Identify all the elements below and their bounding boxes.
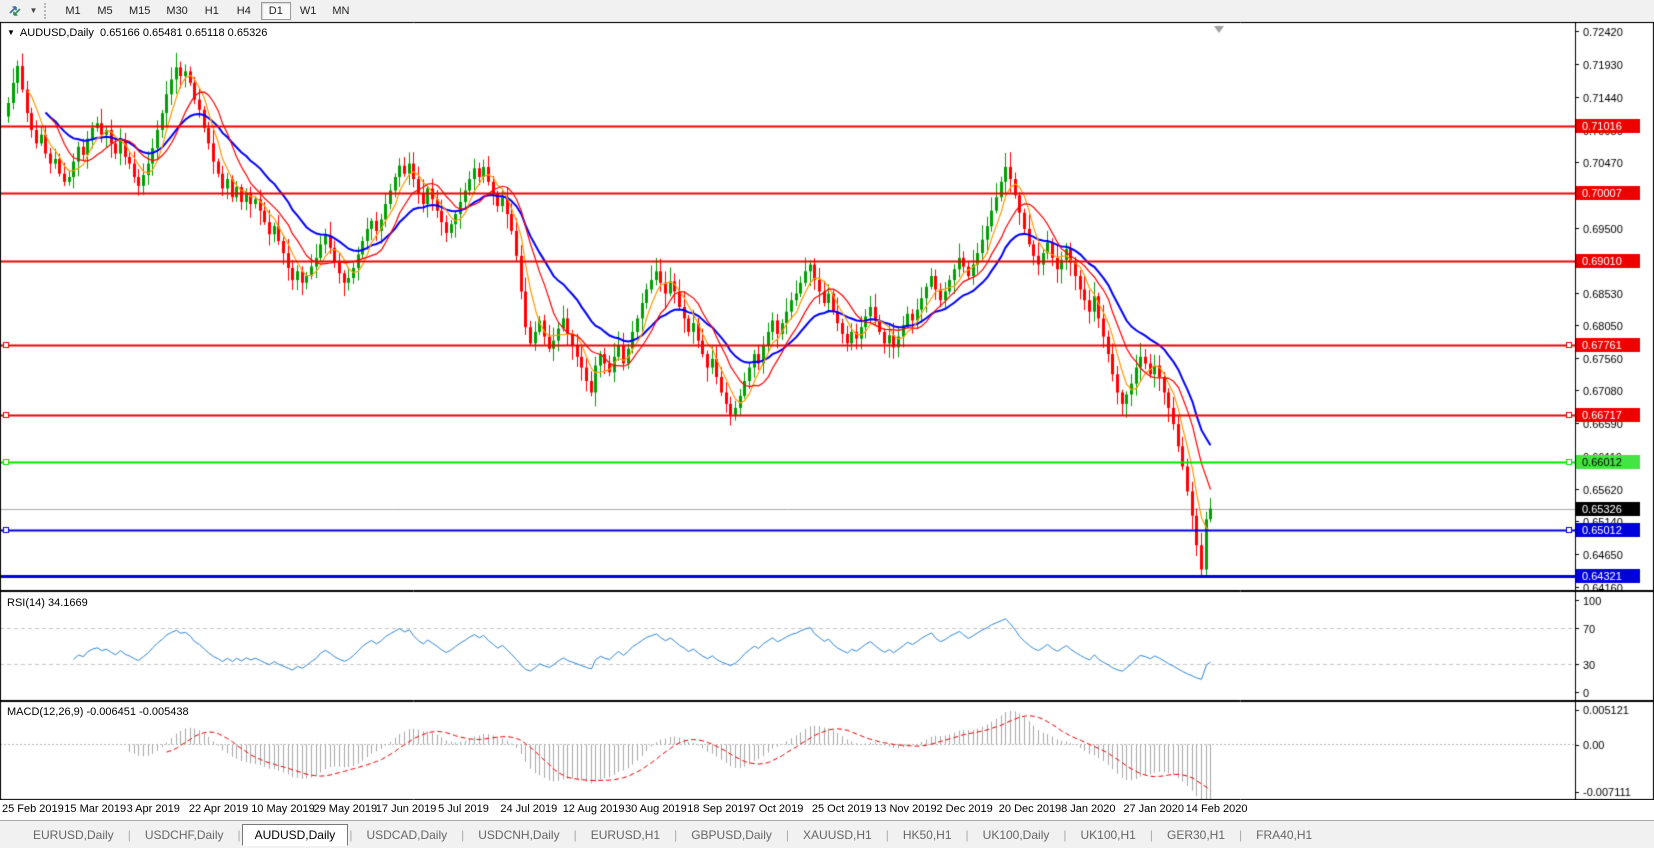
arrows-icon <box>8 5 21 16</box>
date-tick-label: 24 Jul 2019 <box>500 803 558 815</box>
rsi-indicator-label: RSI(14) 34.1669 <box>7 597 88 609</box>
chart-tab-hk50-h1[interactable]: HK50,H1 <box>902 827 952 842</box>
date-tick-label: 3 Apr 2019 <box>126 803 180 815</box>
tab-separator: | <box>674 827 678 842</box>
date-tick-label: 15 Mar 2019 <box>64 803 127 815</box>
tab-separator: | <box>965 827 969 842</box>
date-tick-label: 13 Nov 2019 <box>874 803 937 815</box>
timeframe-button-m30[interactable]: M30 <box>159 2 194 20</box>
chart-tab-uk100-h1[interactable]: UK100,H1 <box>1080 827 1136 842</box>
tab-separator: | <box>127 827 131 842</box>
tab-separator: | <box>237 827 241 842</box>
chart-tab-uk100-daily[interactable]: UK100,Daily <box>982 827 1050 842</box>
date-tick-label: 8 Jan 2020 <box>1061 803 1116 815</box>
date-tick-label: 7 Oct 2019 <box>749 803 804 815</box>
timeframe-button-w1[interactable]: W1 <box>293 2 324 20</box>
date-tick-label: 14 Feb 2020 <box>1185 803 1248 815</box>
date-tick-label: 10 May 2019 <box>251 803 315 815</box>
chart-tab-eurusd-daily[interactable]: EURUSD,Daily <box>33 827 114 842</box>
chart-tab-ger30-h1[interactable]: GER30,H1 <box>1166 827 1226 842</box>
chart-periods-icon-button[interactable] <box>3 1 27 21</box>
timeframe-button-h1[interactable]: H1 <box>197 2 227 20</box>
date-tick-label: 5 Jul 2019 <box>438 803 489 815</box>
toolbar: ▼ M1 M5 M15 M30 H1 H4 D1 W1 MN <box>0 0 1654 22</box>
chart-tab-audusd-daily[interactable]: AUDUSD,Daily <box>241 823 349 846</box>
date-tick-label: 2 Dec 2019 <box>936 803 993 815</box>
date-tick-label: 12 Aug 2019 <box>562 803 625 815</box>
tab-separator: | <box>1149 827 1153 842</box>
chart-tab-usdcad-daily[interactable]: USDCAD,Daily <box>366 827 448 842</box>
ohlc-values: 0.65166 0.65481 0.65118 0.65326 <box>100 27 268 39</box>
macd-indicator-label: MACD(12,26,9) -0.006451 -0.005438 <box>7 706 189 718</box>
chart-tab-bar: EURUSD,Daily | USDCHF,Daily | AUDUSD,Daily | U… <box>0 820 1654 848</box>
date-axis[interactable]: 25 Feb 2019 15 Mar 2019 3 Apr 2019 22 Apr 2… <box>0 800 1654 820</box>
chart-tab-eurusd-h1[interactable]: EURUSD,H1 <box>590 827 661 842</box>
date-tick-label: 25 Feb 2019 <box>2 803 64 815</box>
tab-separator: | <box>785 827 790 842</box>
date-tick-label: 30 Aug 2019 <box>625 803 687 815</box>
collapse-triangle-icon: ▼ <box>7 28 15 37</box>
date-tick-label: 18 Sep 2019 <box>687 803 750 815</box>
timeframe-button-m5[interactable]: M5 <box>90 2 120 20</box>
chart-tab-usdcnh-daily[interactable]: USDCNH,Daily <box>478 827 560 842</box>
timeframe-button-m1[interactable]: M1 <box>58 2 88 20</box>
symbol-period-label: AUDUSD,Daily <box>19 27 94 39</box>
timeframe-button-h4[interactable]: H4 <box>229 2 259 20</box>
tab-separator: | <box>573 827 577 842</box>
tab-separator: | <box>461 827 465 842</box>
price-chart-canvas[interactable] <box>0 22 1654 800</box>
chart-tab-usdchf-daily[interactable]: USDCHF,Daily <box>144 827 224 842</box>
date-tick-label: 22 Apr 2019 <box>188 803 249 815</box>
periods-dropdown-caret-icon[interactable]: ▼ <box>27 1 40 21</box>
chart-tab-xauusd-h1[interactable]: XAUUSD,H1 <box>803 827 872 842</box>
tab-separator: | <box>1239 827 1243 842</box>
timeframe-button-d1[interactable]: D1 <box>260 1 291 20</box>
timeframe-button-m15[interactable]: M15 <box>122 2 157 20</box>
tab-separator: | <box>885 827 889 842</box>
tab-separator: | <box>1063 827 1067 842</box>
chart-window: ▼ AUDUSD,Daily 0.65166 0.65481 0.65118 0.… <box>0 22 1654 800</box>
date-tick-label: 25 Oct 2019 <box>811 803 872 815</box>
chart-tab-gbpusd-daily[interactable]: GBPUSD,Daily <box>691 827 772 842</box>
timeframe-button-group: M1 M5 M15 M30 H1 H4 D1 W1 MN <box>57 1 357 20</box>
date-tick-label: 29 May 2019 <box>313 803 378 815</box>
date-tick-label: 17 Jun 2019 <box>375 803 437 815</box>
tab-separator: | <box>349 827 353 842</box>
date-tick-label: 20 Dec 2019 <box>998 803 1062 815</box>
timeframe-button-mn[interactable]: MN <box>325 2 356 20</box>
toolbar-drag-handle[interactable] <box>44 2 51 19</box>
chart-title: ▼ AUDUSD,Daily 0.65166 0.65481 0.65118 0.… <box>7 27 267 39</box>
chart-tab-fra40-h1[interactable]: FRA40,H1 <box>1256 827 1313 842</box>
date-tick-label: 27 Jan 2020 <box>1123 803 1184 815</box>
